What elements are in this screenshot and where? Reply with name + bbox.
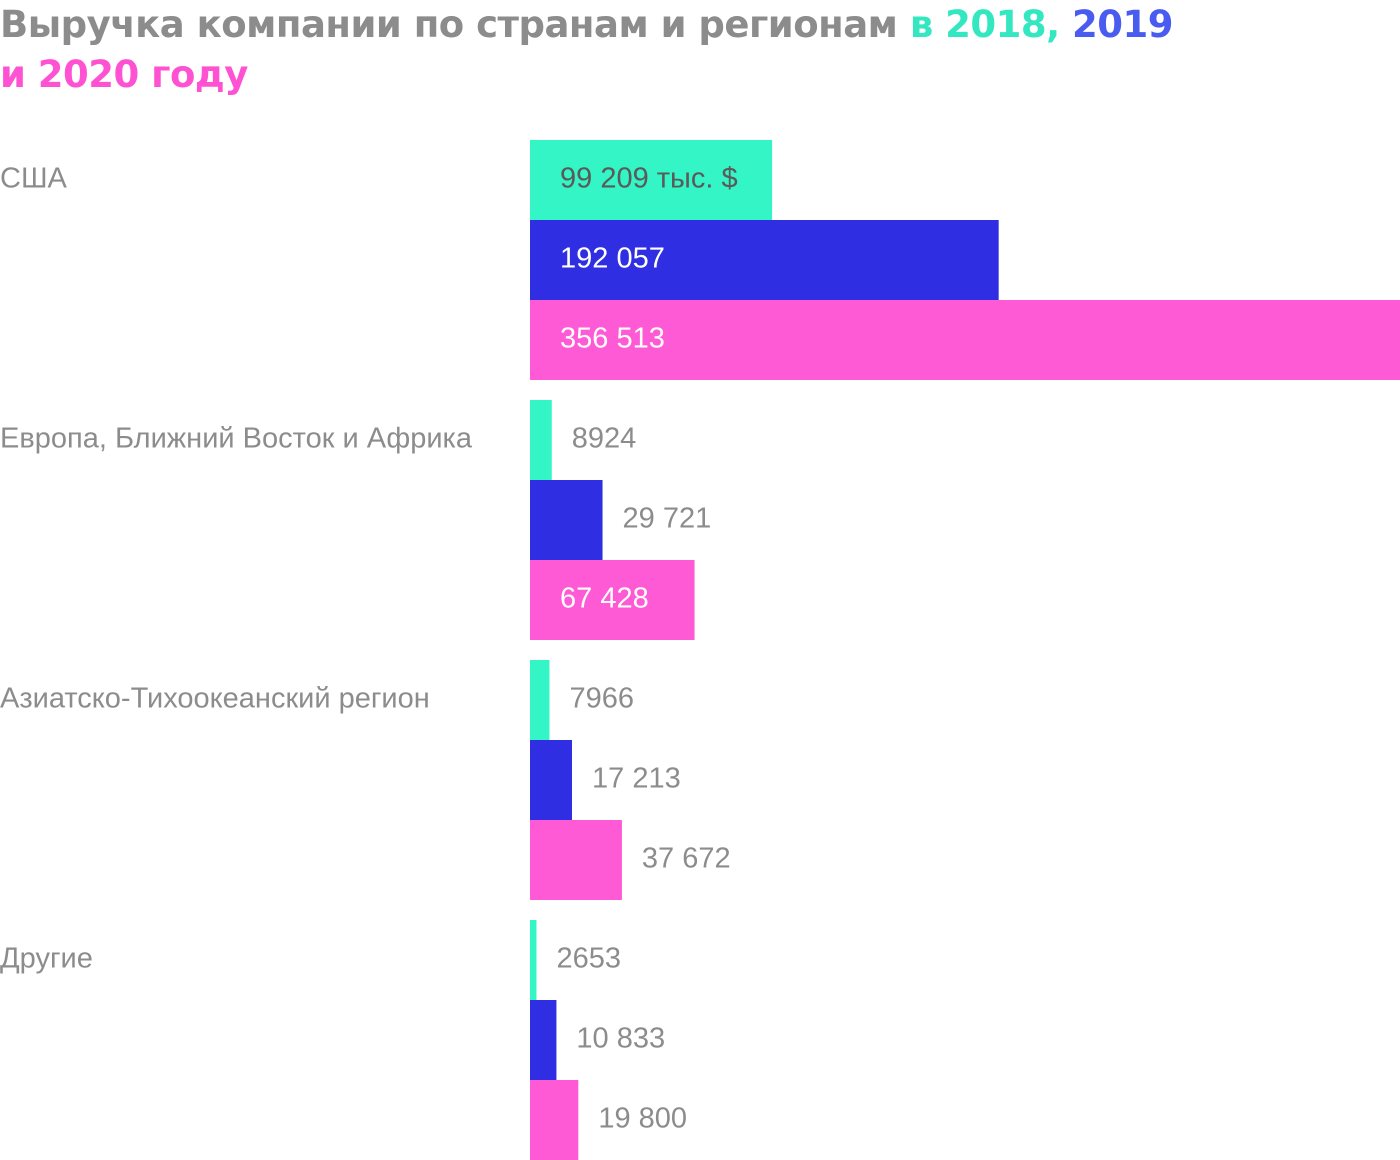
bar-2019 bbox=[530, 740, 573, 820]
chart-title: Выручка компании по странам и регионам в… bbox=[0, 0, 1400, 100]
data-label-2020: 19 800 bbox=[598, 1103, 687, 1135]
data-label-2018: 2653 bbox=[556, 943, 621, 975]
legend-2018: 2018, bbox=[945, 3, 1060, 46]
data-label-2020: 37 672 bbox=[642, 843, 731, 875]
bar-2018 bbox=[530, 400, 552, 480]
data-label-2019: 17 213 bbox=[592, 763, 681, 795]
data-label-2018: 99 209 тыс. $ bbox=[560, 163, 738, 195]
category-label: Другие bbox=[0, 943, 93, 975]
legend-2019: 2019 bbox=[1072, 3, 1174, 46]
chart-title-line-1: Выручка компании по странам и регионам в… bbox=[0, 0, 1400, 50]
bar-2019 bbox=[530, 1000, 557, 1080]
title-text: Выручка компании по странам и регионам bbox=[0, 3, 910, 46]
data-label-2019: 29 721 bbox=[623, 503, 712, 535]
data-label-2018: 7966 bbox=[569, 683, 634, 715]
data-label-2019: 10 833 bbox=[576, 1023, 665, 1055]
bar-2019 bbox=[530, 480, 603, 560]
category-label: США bbox=[0, 163, 68, 195]
bar-2018 bbox=[530, 920, 537, 1000]
bar-2020 bbox=[530, 300, 1400, 380]
data-label-2018: 8924 bbox=[572, 423, 637, 455]
bar-2020 bbox=[530, 1080, 579, 1160]
bar-2020 bbox=[530, 560, 695, 640]
category-label: Европа, Ближний Восток и Африка bbox=[0, 423, 473, 455]
title-preposition: в bbox=[909, 3, 946, 46]
data-label-2020: 356 513 bbox=[560, 323, 665, 355]
data-label-2020: 67 428 bbox=[560, 583, 649, 615]
bar-2018 bbox=[530, 140, 773, 220]
data-label-2019: 192 057 bbox=[560, 243, 665, 275]
bar-2018 bbox=[530, 660, 550, 740]
legend-2020: и 2020 году bbox=[0, 53, 248, 96]
bar-2020 bbox=[530, 820, 622, 900]
bar-2019 bbox=[530, 220, 999, 300]
category-label: Азиатско-Тихоокеанский регион bbox=[0, 683, 430, 715]
